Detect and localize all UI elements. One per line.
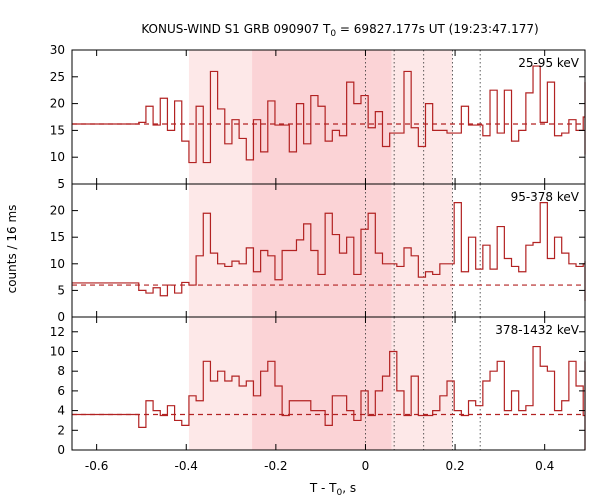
y-tick-label: 12 bbox=[50, 325, 65, 339]
x-tick-label: 0 bbox=[362, 459, 370, 473]
x-tick-label: -0.4 bbox=[175, 459, 198, 473]
panel-frame bbox=[71, 316, 586, 451]
chart-title-rest: = 69827.177s UT (19:23:47.177) bbox=[336, 22, 539, 36]
y-tick-label: 0 bbox=[57, 310, 65, 324]
y-tick-label: 2 bbox=[57, 423, 65, 437]
x-axis-label-subscript: 0 bbox=[337, 488, 343, 498]
panel-2: 0 5 10 15 20 95-378 keV bbox=[50, 183, 586, 324]
light-curve-series bbox=[72, 65, 586, 164]
chart-title-subscript: 0 bbox=[330, 29, 336, 39]
light-curve-series bbox=[72, 202, 586, 302]
y-tick-label: 0 bbox=[57, 443, 65, 457]
x-tick-label: 0.2 bbox=[446, 459, 465, 473]
y-tick-label: 5 bbox=[57, 177, 65, 191]
y-tick-label: 20 bbox=[50, 204, 65, 218]
x-axis-label: T - T0, s bbox=[309, 481, 356, 498]
x-tick-label: -0.2 bbox=[264, 459, 287, 473]
y-tick-label: 10 bbox=[50, 150, 65, 164]
energy-band-label: 95-378 keV bbox=[511, 190, 580, 204]
x-axis-label-rest: , s bbox=[342, 481, 356, 495]
y-tick-label: 20 bbox=[50, 97, 65, 111]
y-tick-label: 8 bbox=[57, 364, 65, 378]
x-axis-label-main: T - T bbox=[309, 481, 337, 495]
chart-title-main: KONUS-WIND S1 GRB 090907 T bbox=[141, 22, 331, 36]
y-tick-label: 5 bbox=[57, 283, 65, 297]
shaded-interval-2 bbox=[252, 317, 392, 450]
y-tick-label: 10 bbox=[50, 344, 65, 358]
y-tick-label: 10 bbox=[50, 257, 65, 271]
panel-1: 10 15 20 25 30 25-95 keV bbox=[50, 43, 586, 185]
x-tick-label: -0.6 bbox=[85, 459, 108, 473]
y-tick-label: 15 bbox=[50, 230, 65, 244]
shaded-interval-2 bbox=[252, 50, 392, 184]
panels-group: 10 15 20 25 30 25-95 keV 0 5 10 15 20 95-378 keV 0 2 4… bbox=[50, 43, 586, 473]
panel-3: 0 2 4 6 8 10 12 378-1432 keV bbox=[50, 316, 586, 457]
chart-title: KONUS-WIND S1 GRB 090907 T0 = 69827.177s… bbox=[141, 22, 538, 39]
y-tick-label: 6 bbox=[57, 384, 65, 398]
y-tick-label: 25 bbox=[50, 70, 65, 84]
y-axis-label: counts / 16 ms bbox=[5, 205, 19, 294]
y-tick-label: 30 bbox=[50, 43, 65, 57]
shaded-interval-2 bbox=[252, 184, 392, 317]
y-tick-label: 4 bbox=[57, 404, 65, 418]
energy-band-label: 378-1432 keV bbox=[495, 323, 579, 337]
y-tick-label: 15 bbox=[50, 123, 65, 137]
x-tick-label: 0.4 bbox=[535, 459, 554, 473]
energy-band-label: 25-95 keV bbox=[518, 56, 580, 70]
